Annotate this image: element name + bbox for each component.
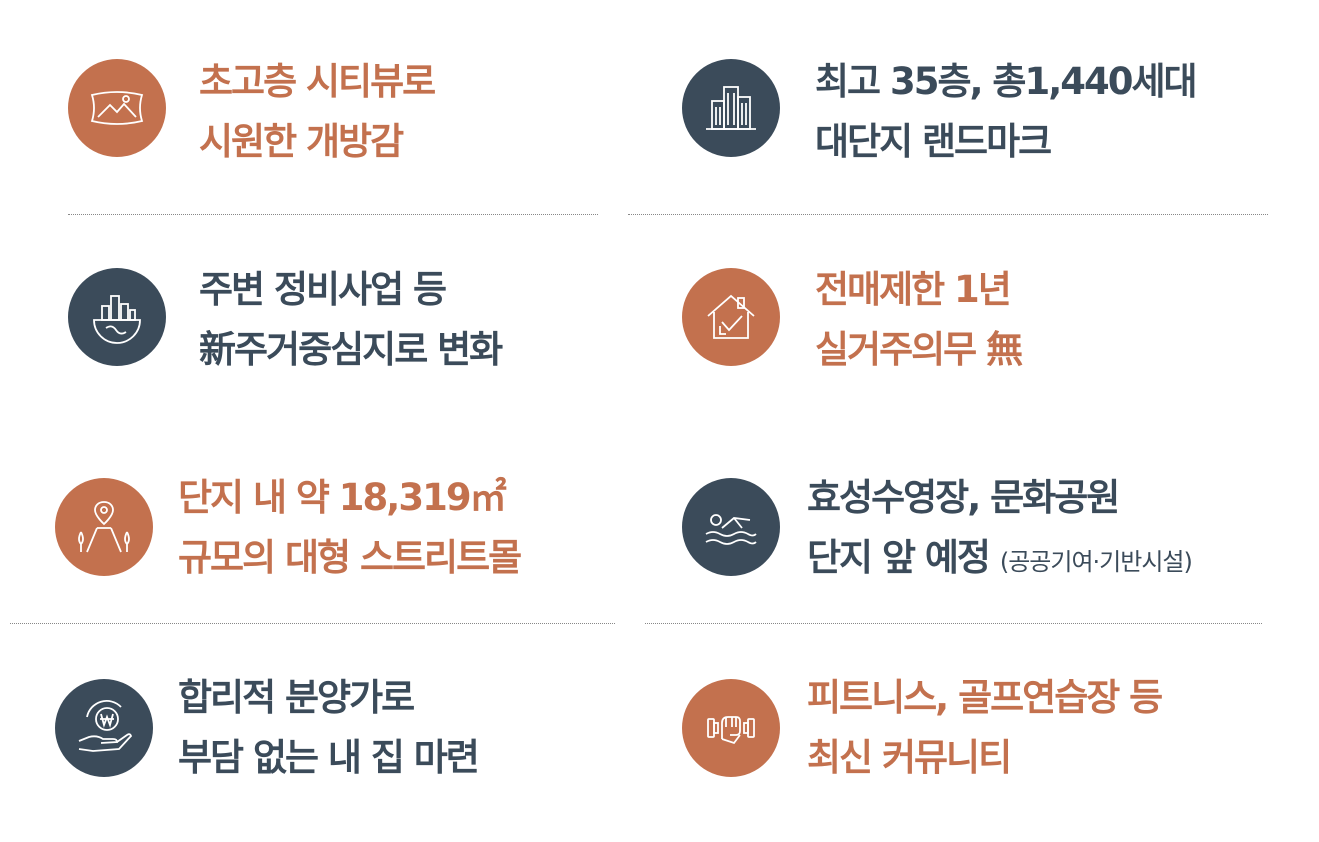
feature-text: 단지 내 약 18,319㎡ 규모의 대형 스트리트몰: [178, 468, 522, 588]
city-globe-icon: [68, 268, 166, 366]
feature-line2: 新주거중심지로 변화: [199, 328, 503, 371]
feature-line2: 규모의 대형 스트리트몰: [178, 536, 522, 579]
feature-line1: 단지 내 약 18,319㎡: [178, 468, 520, 528]
feature-line2: 최신 커뮤니티: [807, 736, 1012, 779]
feature-line1: 합리적 분양가로: [178, 676, 415, 719]
feature-line2: 부담 없는 내 집 마련: [178, 736, 480, 779]
divider: [645, 623, 1262, 624]
divider: [68, 214, 598, 215]
buildings-icon: [682, 59, 780, 157]
feature-line2: 실거주의무 無: [815, 328, 1023, 371]
feature-line1: 전매제한 1년: [815, 268, 1012, 311]
feature-line2: 시원한 개방감: [199, 120, 404, 163]
feature-text: 주변 정비사업 등 新주거중심지로 변화: [199, 260, 503, 380]
house-check-icon: [682, 268, 780, 366]
feature-line2: 대단지 랜드마크: [815, 120, 1052, 163]
street-location-icon: [55, 478, 153, 576]
feature-text: 피트니스, 골프연습장 등 최신 커뮤니티: [807, 668, 1163, 788]
feature-line1: 피트니스, 골프연습장 등: [807, 676, 1163, 719]
hand-won-icon: [55, 679, 153, 777]
feature-text: 최고 35층, 총1,440세대 대단지 랜드마크: [815, 52, 1198, 172]
feature-line1: 효성수영장, 문화공원: [807, 476, 1120, 519]
swimmer-icon: [682, 478, 780, 576]
feature-line2-sub: (공공기여·기반시설): [999, 548, 1193, 576]
feature-text: 초고층 시티뷰로 시원한 개방감: [199, 52, 436, 172]
feature-line1: 최고 35층, 총1,440세대: [815, 60, 1198, 103]
landscape-frame-icon: [68, 59, 166, 157]
divider: [628, 214, 1268, 215]
fitness-arm-icon: [682, 679, 780, 777]
feature-text: 합리적 분양가로 부담 없는 내 집 마련: [178, 668, 480, 788]
feature-text: 효성수영장, 문화공원 단지 앞 예정 (공공기여·기반시설): [807, 468, 1193, 592]
feature-line1-text: 단지 내 약 18,319㎡: [178, 476, 507, 519]
feature-text: 전매제한 1년 실거주의무 無: [815, 260, 1023, 380]
feature-line2: 단지 앞 예정 (공공기여·기반시설): [807, 528, 1193, 592]
divider: [10, 623, 615, 624]
feature-line1: 주변 정비사업 등: [199, 268, 447, 311]
feature-line2-main: 단지 앞 예정: [807, 536, 991, 579]
feature-line1: 초고층 시티뷰로: [199, 60, 436, 103]
